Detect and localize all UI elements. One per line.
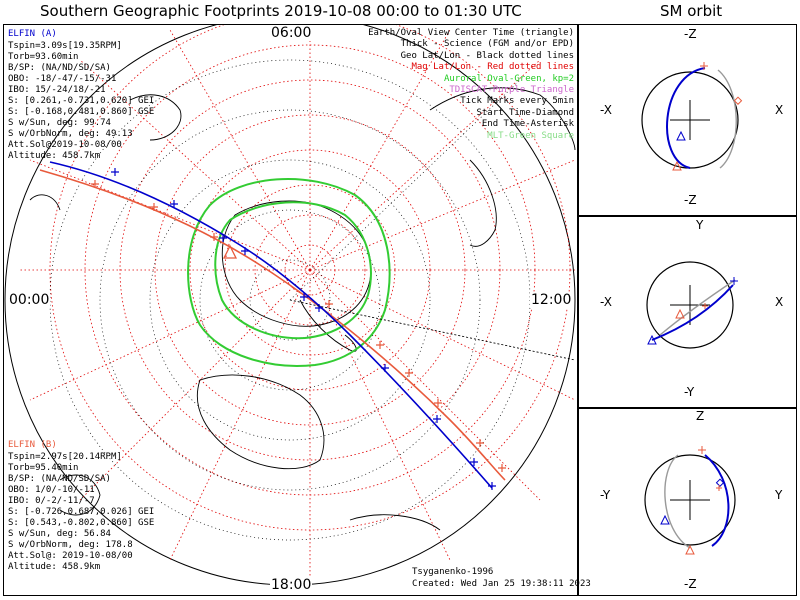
sm-panel-yz bbox=[578, 408, 797, 596]
elfin-b-line: OBO: 1/0/-10/-11 bbox=[8, 485, 95, 495]
sm-panel-xy bbox=[578, 216, 797, 408]
auroral-oval bbox=[187, 178, 391, 367]
elfin-a-info: Tspin=3.09s[19.35RPM] Torb=93.60min B/SP… bbox=[8, 41, 154, 162]
legend-item: Tick Marks every 5min bbox=[460, 96, 574, 107]
sm-orbit-title: SM orbit bbox=[660, 2, 723, 20]
legend: Earth/Oval View Center Time (triangle) T… bbox=[368, 28, 574, 142]
elfin-b-line: Torb=95.40min bbox=[8, 463, 79, 473]
legend-item: Auroral Oval-Green, kp=2 bbox=[443, 73, 574, 84]
main-title: Southern Geographic Footprints 2019-10-0… bbox=[40, 2, 522, 20]
sm-panel-3-graphics bbox=[644, 446, 736, 555]
elfin-a-line: Att.Sol@2019-10-08/00 bbox=[8, 140, 122, 150]
mlt-label-top: 06:00 bbox=[270, 25, 313, 41]
sm2-axis-left: -X bbox=[600, 295, 612, 309]
sm2-axis-right: X bbox=[775, 295, 784, 309]
legend-item: End Time-Asterisk bbox=[481, 119, 574, 130]
elfin-a-line: S w/Sun, deg: 99.74 bbox=[8, 118, 111, 128]
legend-item: MLT-Green Square bbox=[487, 130, 574, 141]
elfin-a-name: ELFIN (A) bbox=[8, 29, 57, 39]
elfin-a-line: Tspin=3.09s[19.35RPM] bbox=[8, 41, 122, 51]
elfin-b-center-triangle bbox=[222, 244, 238, 259]
elfin-b-line: Att.Sol@: 2019-10-08/00 bbox=[8, 551, 133, 561]
sm-panel-1-graphics bbox=[641, 62, 743, 171]
elfin-a-line: Altitude: 458.7km bbox=[8, 151, 101, 161]
elfin-a-line: OBO: -18/-47/-15/-31 bbox=[8, 74, 117, 84]
sm1-axis-left: -X bbox=[600, 103, 612, 117]
legend-item: Start Time-Diamond bbox=[476, 107, 574, 118]
sm3-axis-top: Z bbox=[696, 409, 705, 423]
elfin-b-line: Altitude: 458.9km bbox=[8, 562, 101, 572]
elfin-b-line: S: [0.543,-0.802,0.860] GSE bbox=[8, 518, 155, 528]
elfin-a-ticks bbox=[111, 168, 496, 490]
elfin-b-info: Tspin=2.97s[20.14RPM] Torb=95.40min B/SP… bbox=[8, 452, 154, 573]
sm3-axis-left: -Y bbox=[600, 488, 611, 502]
sm2-axis-top: Y bbox=[696, 218, 704, 232]
elfin-b-line: B/SP: (NA/ND/SD/SA) bbox=[8, 474, 111, 484]
model-label: Tsyganenko-1996 bbox=[412, 567, 494, 577]
sm-panel-2-graphics bbox=[646, 261, 738, 349]
elfin-a-line: B/SP: (NA/ND/SD/SA) bbox=[8, 63, 111, 73]
sm3-axis-bottom: -Z bbox=[684, 577, 697, 591]
elfin-a-line: Torb=93.60min bbox=[8, 52, 79, 62]
elfin-a-line: S w/OrbNorm, deg: 49.13 bbox=[8, 129, 133, 139]
legend-item: Earth/Oval View Center Time (triangle) bbox=[368, 28, 574, 38]
sm1-axis-bottom: -Z bbox=[684, 193, 697, 207]
legend-item: Geo Lat/Lon - Black dotted lines bbox=[400, 50, 574, 61]
elfin-a-line: S: [0.261,-0.731,0.620] GEI bbox=[8, 96, 155, 106]
mlt-label-right: 12:00 bbox=[530, 292, 573, 308]
mag-lat-grid bbox=[20, 25, 576, 590]
elfin-a-line: IBO: 15/-24/18/-21 bbox=[8, 85, 106, 95]
elfin-b-line: S: [-0.726,0.687,0.026] GEI bbox=[8, 507, 155, 517]
elfin-a-line: S: [-0.168,0.481,0.860] GSE bbox=[8, 107, 155, 117]
sm-panel-xz bbox=[578, 24, 797, 216]
elfin-b-line: Tspin=2.97s[20.14RPM] bbox=[8, 452, 122, 462]
elfin-b-name: ELFIN (B) bbox=[8, 440, 57, 450]
created-timestamp: Created: Wed Jan 25 19:38:11 2023 bbox=[412, 579, 591, 589]
mlt-label-left: 00:00 bbox=[8, 292, 51, 308]
elfin-b-ticks bbox=[91, 180, 506, 472]
elfin-b-line: IBO: 0/-2/-11/-7 bbox=[8, 496, 95, 506]
sm1-axis-top: -Z bbox=[684, 27, 697, 41]
legend-item: TDISCAT-Purple Triangle bbox=[449, 85, 574, 96]
elfin-b-line: S w/Sun, deg: 56.84 bbox=[8, 529, 111, 539]
sm1-axis-right: X bbox=[775, 103, 784, 117]
sm2-axis-bottom: -Y bbox=[684, 385, 695, 399]
legend-item: Thick - Science (FGM and/or EPD) bbox=[400, 39, 574, 50]
elfin-a-track bbox=[49, 161, 493, 489]
sm3-axis-right: Y bbox=[775, 488, 783, 502]
legend-item: Mag Lat/Lon - Red dotted lines bbox=[411, 62, 574, 73]
footprint-map-frame bbox=[3, 24, 578, 596]
mlt-label-bottom: 18:00 bbox=[270, 577, 313, 593]
elfin-b-line: S w/OrbNorm, deg: 178.8 bbox=[8, 540, 133, 550]
